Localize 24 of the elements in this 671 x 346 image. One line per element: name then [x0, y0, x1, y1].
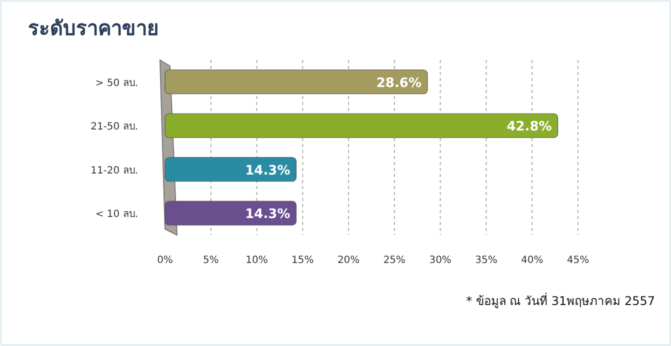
y-tick-label: > 50 ลบ.	[95, 78, 138, 89]
y-tick-label: < 10 ลบ.	[95, 209, 138, 220]
bar	[164, 113, 558, 138]
data-label: 42.8%	[506, 120, 552, 135]
bar	[164, 157, 297, 182]
x-tick-label: 0%	[157, 255, 173, 266]
data-label: 28.6%	[376, 76, 422, 91]
y-tick-label: 11-20 ลบ.	[90, 165, 138, 176]
bar	[164, 200, 297, 226]
x-tick-label: 30%	[429, 255, 452, 266]
x-tick-label: 5%	[202, 255, 219, 266]
y-tick-label: 21-50 ลบ.	[90, 122, 138, 133]
data-label: 14.3%	[245, 207, 290, 222]
x-tick-label: 40%	[520, 255, 544, 266]
bar	[164, 70, 428, 94]
x-tick-label: 45%	[566, 255, 590, 266]
x-tick-label: 10%	[246, 255, 268, 266]
x-tick-label: 25%	[383, 255, 406, 266]
x-tick-label: 35%	[475, 255, 498, 266]
text: * ข้อมูล ณ วันที่ 31พฤษภาคม 2557	[466, 292, 655, 309]
x-tick-label: 20%	[337, 255, 360, 266]
data-label: 14.3%	[245, 163, 290, 178]
chart-title: ระดับราคาขาย	[28, 16, 159, 40]
x-tick-label: 15%	[292, 255, 314, 266]
